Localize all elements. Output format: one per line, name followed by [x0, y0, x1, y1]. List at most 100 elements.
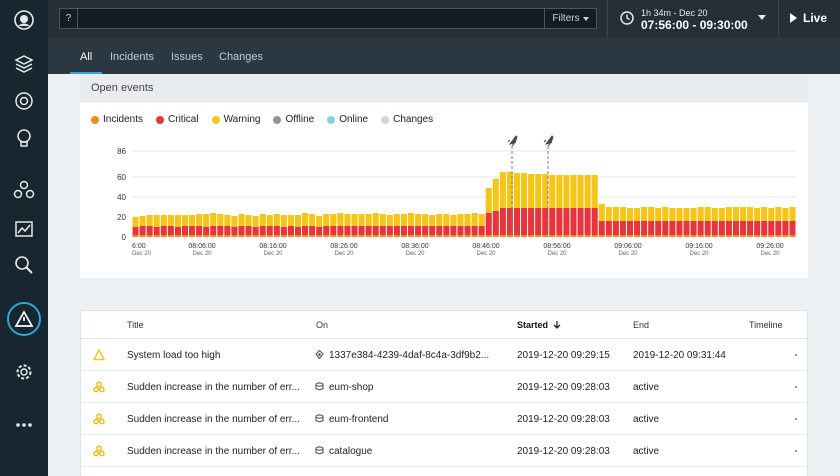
x-tick-label: 08:56:00 [543, 243, 570, 250]
globe-icon[interactable] [12, 89, 36, 113]
legend-item-online[interactable]: Online [327, 114, 368, 125]
more-icon[interactable] [12, 413, 36, 437]
bar-critical [203, 227, 210, 235]
col-on[interactable]: On [316, 320, 329, 330]
bar-warning [570, 175, 577, 208]
layers-icon[interactable] [12, 52, 36, 76]
tab-changes[interactable]: Changes [219, 51, 264, 63]
bar-warning [231, 216, 238, 227]
legend-dot [91, 115, 99, 124]
bar-warning [732, 207, 739, 221]
col-title[interactable]: Title [127, 320, 144, 330]
legend-item-incidents[interactable]: Incidents [91, 114, 143, 125]
bar-critical [556, 208, 563, 235]
bar-critical [676, 221, 683, 235]
legend-label: Warning [223, 114, 261, 125]
bar-warning [542, 174, 549, 208]
bar-warning [711, 208, 718, 221]
bar-incidents [591, 235, 598, 237]
bar-critical [732, 221, 739, 235]
bar-critical [245, 226, 252, 235]
bar-warning [549, 175, 556, 208]
bar-incidents [747, 235, 754, 237]
bar-incidents [224, 235, 231, 237]
bar-incidents [217, 235, 224, 237]
col-started[interactable]: Started [517, 320, 549, 330]
col-end[interactable]: End [633, 320, 650, 330]
bar-incidents [761, 235, 768, 237]
tab-incidents[interactable]: Incidents [110, 51, 155, 63]
bar-incidents [415, 235, 422, 237]
bar-incidents [252, 235, 259, 237]
bar-warning [443, 214, 450, 226]
bar-incidents [570, 235, 577, 237]
analyze-icon[interactable] [12, 253, 36, 277]
bar-critical [584, 208, 591, 235]
table-row[interactable]: Sudden increase in the number of err... … [81, 403, 807, 435]
timeframe-range: 07:56:00 - 09:30:00 [641, 18, 748, 32]
bar-critical [739, 221, 747, 235]
avatar-icon[interactable] [12, 8, 36, 32]
bar-critical [598, 221, 605, 235]
row-title: System load too high [127, 350, 221, 361]
tab-issues[interactable]: Issues [171, 51, 203, 63]
bar-incidents [153, 235, 160, 237]
bar-incidents [739, 235, 747, 237]
bar-warning [471, 213, 478, 226]
bar-warning [584, 175, 591, 208]
row-on[interactable]: catalogue [329, 446, 373, 457]
issue-icon [93, 413, 105, 425]
bar-incidents [556, 235, 563, 237]
table-row[interactable]: System load too high 1337e384-4239-4daf-… [81, 339, 807, 371]
bar-critical [153, 227, 160, 235]
bar-warning [224, 215, 231, 226]
bar-warning [782, 208, 789, 221]
bar-incidents [513, 235, 521, 237]
events-icon[interactable] [12, 307, 36, 331]
timeframe-picker[interactable]: 1h 34m - Dec 20 07:56:00 - 09:30:00 [607, 0, 779, 38]
row-on[interactable]: eum-frontend [329, 414, 389, 425]
bar-warning [337, 213, 344, 226]
bar-incidents [676, 235, 683, 237]
bar-incidents [775, 235, 782, 237]
bar-warning [393, 214, 400, 226]
bar-warning [492, 179, 499, 211]
bar-warning [436, 214, 443, 226]
bar-critical [196, 226, 203, 235]
legend-item-critical[interactable]: Critical [156, 114, 199, 125]
tab-all[interactable]: All [69, 38, 103, 74]
table-row[interactable]: Sudden increase in the number of err... … [81, 435, 807, 467]
bar-incidents [231, 235, 238, 237]
events-nav-ring[interactable] [7, 302, 41, 336]
infrastructure-icon[interactable] [12, 178, 36, 202]
search-input[interactable] [84, 13, 524, 25]
legend-item-offline[interactable]: Offline [273, 114, 314, 125]
table-row[interactable]: Sudden increase in the number of err... … [81, 371, 807, 403]
bar-warning [174, 215, 181, 227]
search-box[interactable]: ? Filters [59, 8, 597, 29]
search-help-icon[interactable]: ? [60, 9, 78, 28]
bar-warning [768, 208, 775, 221]
legend-item-warning[interactable]: Warning [211, 114, 261, 125]
row-on[interactable]: eum-shop [329, 382, 374, 393]
legend-item-changes[interactable]: Changes [381, 114, 433, 125]
bulb-icon[interactable] [12, 126, 36, 150]
open-events-card: Open events Incidents Critical Warning O… [80, 74, 808, 278]
x-tick-date: Dec 20 [132, 251, 152, 257]
settings-icon[interactable] [12, 360, 36, 384]
bar-critical [506, 208, 513, 235]
row-on[interactable]: 1337e384-4239-4daf-8c4a-3df9b2... [329, 350, 490, 361]
bar-critical [259, 226, 266, 235]
bar-critical [443, 226, 450, 235]
dashboard-icon[interactable] [12, 217, 36, 241]
bar-warning [725, 207, 732, 221]
sort-down-icon[interactable] [553, 320, 561, 330]
bar-warning [761, 207, 768, 221]
bar-warning [372, 213, 379, 226]
bar-warning [238, 214, 245, 226]
live-button[interactable]: Live [790, 11, 827, 25]
bar-incidents [549, 235, 556, 237]
filters-button[interactable]: Filters [544, 9, 596, 28]
bar-warning [273, 214, 280, 226]
